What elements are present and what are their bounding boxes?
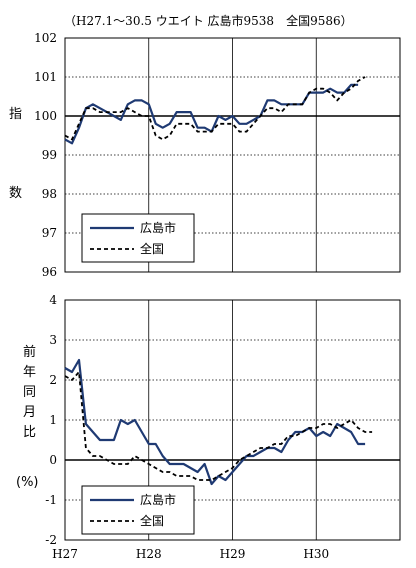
yoy-series-hiroshima: [64, 358, 366, 486]
index-legend-label: 広島市: [140, 220, 176, 235]
index-ytick-label: 98: [42, 187, 57, 201]
yoy-ytick-label: 0: [49, 453, 57, 467]
x-tick-label: H27: [52, 547, 78, 561]
index-ytick-label: 100: [34, 109, 57, 123]
y-axis-label-index-char: 数: [9, 186, 22, 201]
yoy-plot-frame: [64, 299, 401, 541]
yoy-ytick-label: 1: [49, 413, 57, 427]
yoy-series-national: [64, 371, 373, 481]
chart-note: （H27.1～30.5 ウエイト 広島市9538 全国9586）: [64, 13, 353, 28]
y-axis-unit-percent: (%): [16, 475, 39, 490]
y-axis-label-yoy-char: 前: [23, 344, 36, 360]
yoy-ytick-label: -2: [45, 533, 57, 547]
index-ytick-label: 101: [34, 70, 57, 84]
index-plot-frame: [64, 37, 401, 273]
y-axis-label-index-char: 指: [9, 107, 22, 122]
index-ytick-label: 97: [42, 226, 57, 240]
x-tick-label: H29: [220, 547, 246, 561]
x-tick-label: H28: [136, 547, 162, 561]
yoy-ytick-label: 4: [49, 293, 57, 307]
y-axis-label-yoy-char: 比: [23, 425, 36, 440]
y-axis-label-yoy-char: 月: [23, 405, 36, 420]
index-legend-box: [81, 213, 195, 263]
yoy-legend-label: 広島市: [140, 492, 176, 507]
index-series-national: [64, 76, 366, 141]
x-tick-label: H30: [303, 547, 329, 561]
y-axis-label-yoy-char: 同: [23, 385, 36, 400]
yoy-ytick-label: 2: [49, 373, 57, 387]
yoy-ytick-label: -1: [45, 493, 57, 507]
index-legend-label: 全国: [140, 241, 164, 256]
index-ytick-label: 99: [42, 148, 57, 162]
index-ytick-label: 102: [34, 31, 57, 45]
yoy-legend-label: 全国: [140, 513, 164, 528]
index-ytick-label: 96: [42, 265, 57, 279]
y-axis-label-yoy-char: 年: [23, 365, 36, 380]
yoy-ytick-label: 3: [49, 333, 57, 347]
index-series-hiroshima: [64, 83, 359, 145]
yoy-legend-box: [81, 485, 195, 535]
